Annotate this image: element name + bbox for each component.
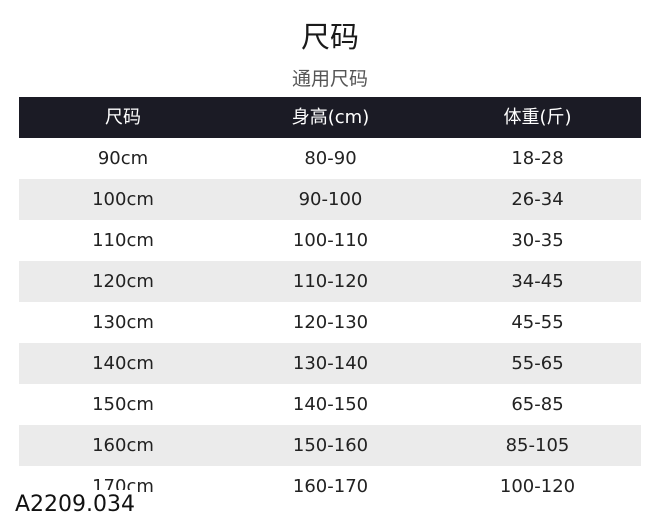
table-cell: 100-120 — [499, 476, 576, 497]
table-cell: 100cm — [92, 189, 154, 210]
table-row: 160cm 150-160 85-105 — [19, 425, 641, 466]
table-cell: 90-100 — [298, 189, 363, 210]
title: 尺码 — [300, 20, 359, 54]
table-row: 120cm 110-120 34-45 — [19, 261, 641, 302]
column-header: 尺码 — [105, 107, 141, 128]
table-cell: 120-130 — [292, 312, 369, 333]
table-cell: 85-105 — [505, 435, 570, 456]
subtitle: 通用尺码 — [291, 68, 368, 90]
table-row: 110cm 100-110 30-35 — [19, 220, 641, 261]
column-header: 身高(cm) — [291, 107, 370, 128]
table-cell: 80-90 — [304, 148, 357, 169]
table-row: 150cm 140-150 65-85 — [19, 384, 641, 425]
table-cell: 140cm — [92, 353, 154, 374]
table-cell: 18-28 — [511, 148, 564, 169]
table-cell: 140-150 — [292, 394, 369, 415]
column-header: 体重(斤) — [503, 107, 572, 128]
table-cell: 55-65 — [511, 353, 564, 374]
table-cell: 150-160 — [292, 435, 369, 456]
table-cell: 110cm — [92, 230, 154, 251]
table-cell: 100-110 — [292, 230, 369, 251]
table-cell: 130cm — [92, 312, 154, 333]
table-row: 130cm 120-130 45-55 — [19, 302, 641, 343]
header-row: 尺码 身高(cm) 体重(斤) — [19, 97, 641, 138]
table-cell: 150cm — [92, 394, 154, 415]
table-cell: 45-55 — [511, 312, 564, 333]
table-cell: 130-140 — [292, 353, 369, 374]
table-cell: 120cm — [92, 271, 154, 292]
table-cell: 110-120 — [292, 271, 369, 292]
table-cell: 34-45 — [511, 271, 564, 292]
table-cell: 30-35 — [511, 230, 564, 251]
table-cell: 160cm — [92, 435, 154, 456]
table-cell: 26-34 — [511, 189, 564, 210]
table-row: 90cm 80-90 18-28 — [19, 138, 641, 179]
table-cell: 90cm — [97, 148, 149, 169]
table-row: 140cm 130-140 55-65 — [19, 343, 641, 384]
table-row: 100cm 90-100 26-34 — [19, 179, 641, 220]
watermark: A2209.034 — [12, 490, 139, 520]
table-cell: 65-85 — [511, 394, 564, 415]
table-cell: 160-170 — [292, 476, 369, 497]
